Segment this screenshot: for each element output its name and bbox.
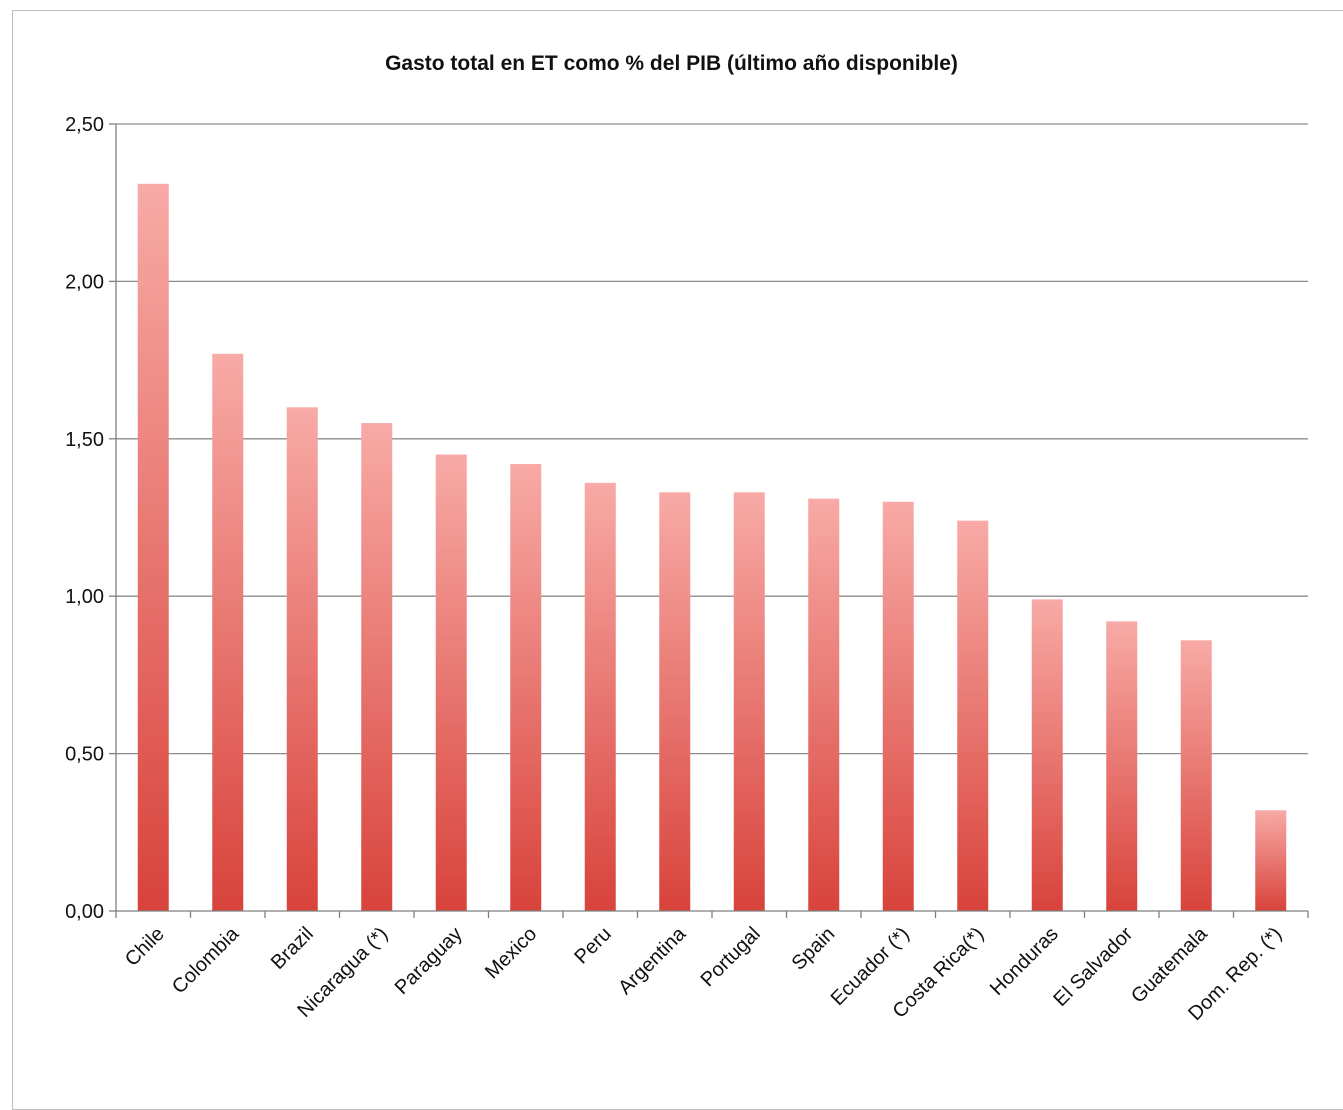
x-tick-label: Portugal: [697, 923, 765, 991]
x-tick-label: Colombia: [168, 922, 244, 998]
bar: [659, 492, 691, 911]
y-tick-label: 0,00: [65, 901, 104, 923]
x-tick-label: Honduras: [986, 923, 1063, 1000]
x-tick-label: Brazil: [267, 923, 318, 974]
x-tick-label: Chile: [121, 923, 169, 971]
chart-title: Gasto total en ET como % del PIB (último…: [385, 52, 958, 75]
bar: [733, 492, 765, 911]
bar: [510, 463, 542, 911]
bar: [1255, 810, 1287, 911]
x-tick-label: Mexico: [481, 923, 541, 983]
y-tick-label: 2,00: [65, 271, 104, 293]
y-tick-label: 1,50: [65, 429, 104, 451]
x-tick-label: Paraguay: [391, 923, 467, 999]
y-axis-ticks: 0,00 0,50 1,00 1,50 2,00 2,50: [65, 114, 116, 923]
bar: [435, 454, 467, 911]
bar: [137, 183, 169, 911]
bar: [584, 482, 616, 911]
y-tick-label: 2,50: [65, 114, 104, 136]
x-tick-label: Peru: [570, 923, 615, 968]
bar: [286, 407, 318, 911]
axes: [115, 124, 1309, 918]
bar: [1180, 640, 1212, 911]
bar: [882, 501, 914, 911]
bar: [1106, 621, 1138, 911]
bar: [957, 520, 989, 911]
bar: [212, 353, 244, 912]
x-tick-label: Spain: [788, 923, 840, 975]
x-tick-label: El Salvador: [1049, 923, 1137, 1011]
y-tick-label: 0,50: [65, 744, 104, 766]
bar: [808, 498, 840, 911]
bar: [1031, 599, 1063, 911]
x-tick-label: Argentina: [614, 922, 691, 999]
bar: [361, 423, 393, 911]
bars: [137, 183, 1287, 912]
y-tick-label: 1,00: [65, 586, 104, 608]
